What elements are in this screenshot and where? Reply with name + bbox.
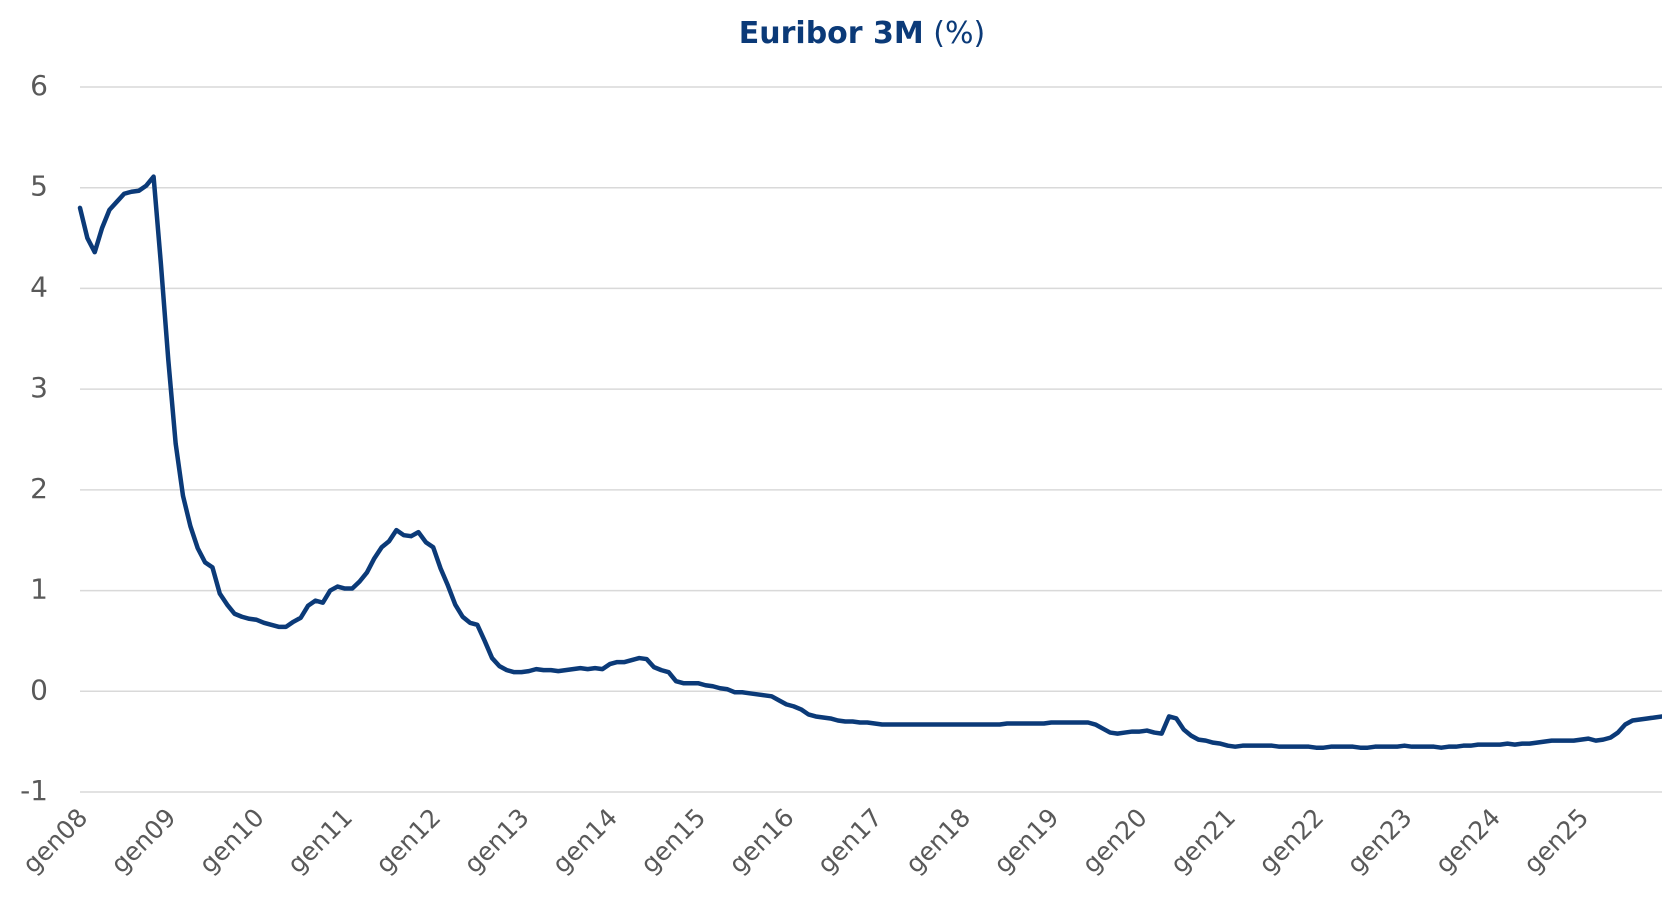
x-tick-label: gen10 <box>193 803 269 879</box>
x-tick-label: gen11 <box>282 803 358 879</box>
x-tick-label: gen14 <box>547 803 623 879</box>
title-unit: (%) <box>933 16 985 51</box>
y-tick-label: 2 <box>30 472 48 505</box>
x-tick-label: gen18 <box>900 803 976 879</box>
y-tick-label: 1 <box>30 573 48 606</box>
x-tick-label: gen21 <box>1165 803 1241 879</box>
y-tick-label: 3 <box>30 371 48 404</box>
x-tick-label: gen25 <box>1518 803 1594 879</box>
y-tick-label: 4 <box>30 270 48 303</box>
x-tick-label: gen24 <box>1430 803 1506 879</box>
y-tick-label: 0 <box>30 673 48 706</box>
x-tick-label: gen12 <box>370 803 446 879</box>
x-tick-label: gen19 <box>988 803 1064 879</box>
line <box>77 174 1662 750</box>
chart-title: Euribor 3M (%) <box>739 16 985 51</box>
x-tick-label: gen09 <box>105 803 181 879</box>
x-tick-label: gen08 <box>17 803 93 879</box>
x-tick-label: gen17 <box>812 803 888 879</box>
x-tick-label: gen15 <box>635 803 711 879</box>
title-main: Euribor 3M <box>739 16 924 51</box>
y-tick-label: 6 <box>30 69 48 102</box>
x-tick-label: gen13 <box>458 803 534 879</box>
x-tick-label: gen16 <box>723 803 799 879</box>
x-tick-label: gen23 <box>1341 803 1417 879</box>
x-tick-label: gen22 <box>1253 803 1329 879</box>
y-tick-label: -1 <box>20 774 48 807</box>
y-tick-label: 5 <box>30 170 48 203</box>
x-tick-label: gen20 <box>1076 803 1152 879</box>
